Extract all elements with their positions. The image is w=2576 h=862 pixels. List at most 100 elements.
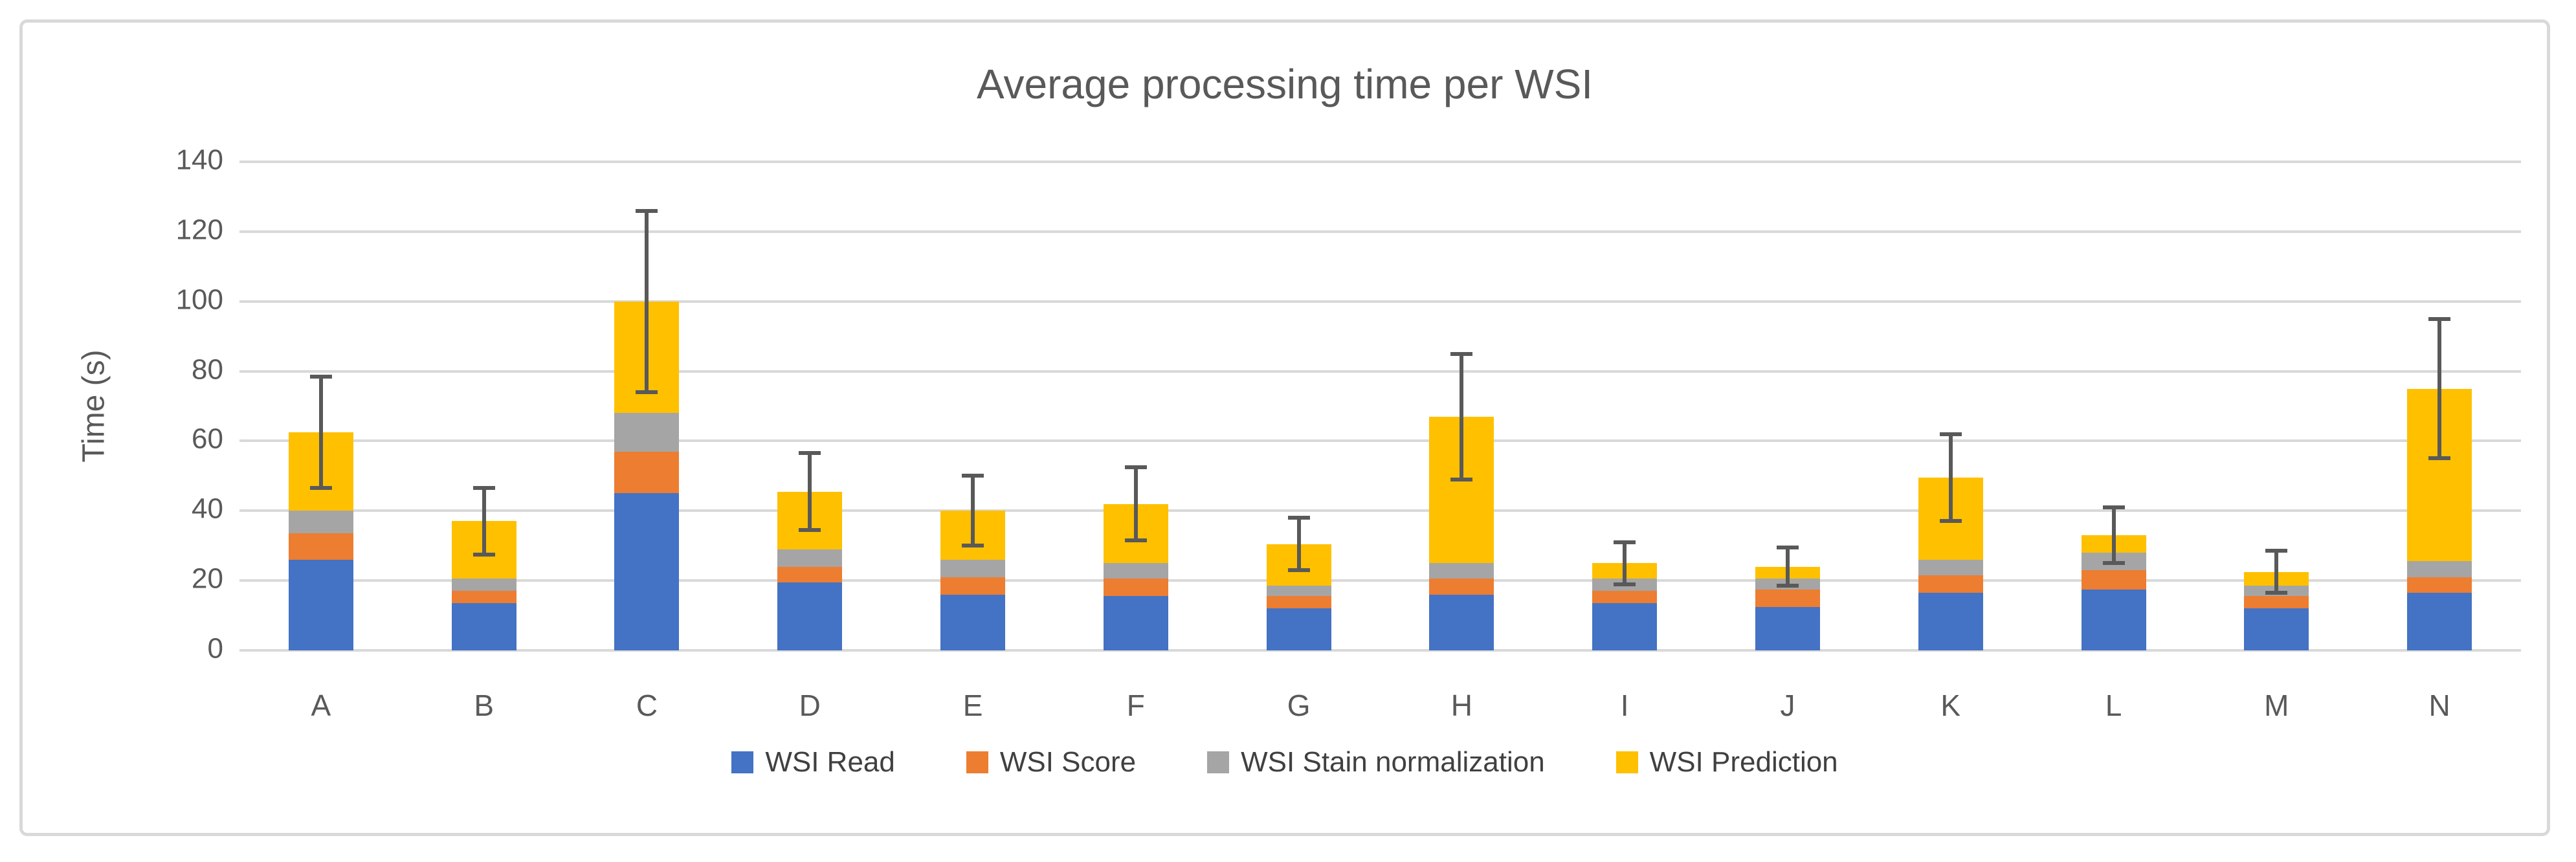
error-cap-bottom-L [2102,561,2125,566]
legend-item-wsi-stain-normalization: WSI Stain normalization [1207,746,1545,779]
gridline-y0 [239,649,2521,652]
category-label-D: D [799,689,821,722]
category-label-L: L [2105,689,2122,722]
category-label-E: E [962,689,983,722]
legend-swatch-icon [731,751,754,773]
error-cap-top-D [799,451,821,456]
error-cap-bottom-A [309,486,332,491]
bar-segment-wsi-read-A [288,559,353,650]
bar-segment-wsi-score-F [1103,579,1168,597]
bar-segment-wsi-read-K [1918,593,1983,650]
bar-segment-wsi-read-M [2244,608,2309,650]
bar-segment-wsi-stain-normalization-F [1103,563,1168,579]
error-bar-I [1623,542,1627,584]
error-bar-N [2437,318,2442,459]
gridline-y120 [239,230,2521,233]
category-label-J: J [1780,689,1795,722]
error-cap-bottom-J [1776,584,1799,588]
error-bar-G [1296,518,1301,570]
error-bar-C [645,210,649,392]
error-cap-bottom-N [2428,456,2451,461]
error-cap-bottom-H [1450,477,1473,481]
category-label-C: C [636,689,658,722]
category-label-G: G [1287,689,1311,722]
gridline-y100 [239,300,2521,303]
bar-segment-wsi-read-H [1429,594,1494,650]
bar-segment-wsi-score-E [940,577,1006,595]
bar-segment-wsi-score-B [451,591,516,604]
category-label-K: K [1940,689,1961,722]
y-tick-label: 20 [192,562,223,595]
gridline-y40 [239,509,2521,513]
legend-swatch-icon [1207,751,1230,773]
legend-item-wsi-read: WSI Read [731,746,895,779]
error-cap-top-A [309,374,332,379]
legend-swatch-icon [1616,751,1638,773]
error-bar-L [2111,507,2116,564]
bar-segment-wsi-stain-normalization-B [451,579,516,591]
error-cap-top-H [1450,351,1473,356]
gridline-y140 [239,160,2521,163]
gridline-y60 [239,439,2521,443]
bar-segment-wsi-read-G [1266,608,1331,650]
error-bar-E [971,476,975,546]
bar-segment-wsi-read-L [2081,589,2146,650]
bar-segment-wsi-stain-normalization-D [777,549,843,567]
y-tick-label: 60 [192,423,223,455]
category-label-H: H [1450,689,1473,722]
error-cap-top-J [1776,545,1799,549]
bar-segment-wsi-stain-normalization-H [1429,563,1494,579]
y-tick-label: 80 [192,353,223,386]
y-tick-label: 0 [207,632,223,665]
bar-segment-wsi-read-E [940,594,1006,650]
bar-segment-wsi-score-H [1429,579,1494,595]
gridline-y20 [239,579,2521,582]
error-bar-F [1133,467,1138,541]
legend-item-wsi-score: WSI Score [966,746,1136,779]
error-bar-H [1460,353,1464,480]
y-tick-label: 100 [175,283,223,316]
error-cap-bottom-G [1287,568,1310,572]
bar-segment-wsi-stain-normalization-C [614,413,680,452]
error-cap-bottom-K [1939,519,1962,524]
error-bar-J [1785,547,1790,586]
error-bar-B [482,488,486,555]
category-label-B: B [474,689,494,722]
error-cap-top-K [1939,432,1962,436]
error-cap-bottom-C [636,390,658,394]
bar-segment-wsi-score-A [288,533,353,560]
bar-segment-wsi-score-M [2244,596,2309,609]
bar-segment-wsi-score-L [2081,569,2146,590]
error-cap-top-I [1614,540,1636,544]
bar-segment-wsi-stain-normalization-G [1266,586,1331,597]
legend-label: WSI Prediction [1649,746,1838,778]
bar-segment-wsi-score-I [1592,591,1658,604]
error-cap-bottom-M [2265,591,2288,595]
error-cap-top-N [2428,316,2451,321]
legend: WSI Read WSI Score WSI Stain normalization… [23,746,2547,779]
category-label-I: I [1620,689,1629,722]
bar-segment-wsi-read-N [2407,593,2472,650]
y-tick-label: 140 [175,144,223,176]
bar-segment-wsi-score-C [614,451,680,494]
error-bar-A [318,376,323,489]
chart-frame: Average processing time per WSI Time (s)… [19,19,2550,836]
category-label-A: A [311,689,331,722]
error-cap-top-F [1124,465,1147,469]
error-cap-top-G [1287,516,1310,520]
error-cap-bottom-I [1614,582,1636,586]
error-bar-M [2274,551,2279,593]
category-label-M: M [2264,689,2289,722]
bar-segment-wsi-score-G [1266,596,1331,609]
plot-area: 0 20 40 60 80 100 120 140 A B C D E F G H I J K L M N [176,144,2521,722]
bar-segment-wsi-read-J [1755,606,1820,650]
bar-segment-wsi-stain-normalization-K [1918,559,1983,576]
chart-title: Average processing time per WSI [976,61,1593,107]
legend-label: WSI Stain normalization [1241,746,1545,778]
y-tick-label: 40 [192,492,223,525]
error-bar-D [808,453,812,530]
bar-segment-wsi-stain-normalization-N [2407,561,2472,577]
error-cap-bottom-F [1124,538,1147,543]
error-cap-bottom-D [799,527,821,532]
error-cap-top-B [472,486,495,491]
